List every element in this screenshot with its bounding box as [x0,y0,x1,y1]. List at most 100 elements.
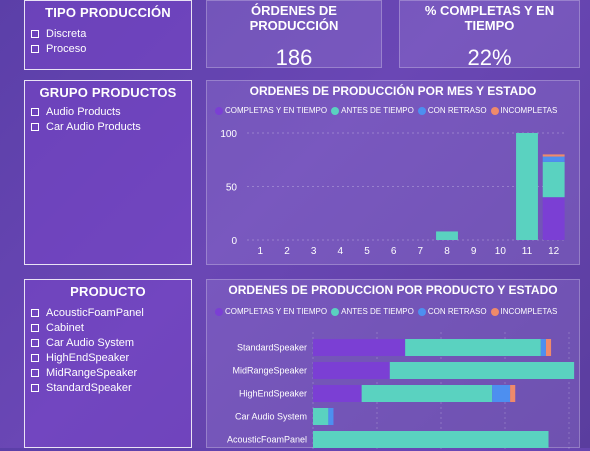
bar-segment [313,385,362,402]
slicer-tipo-produccion: TIPO PRODUCCIÓN Discreta Proceso [24,0,192,70]
slicer-option-label: Car Audio System [46,336,135,349]
slicer-option-standardspeaker[interactable]: StandardSpeaker [31,380,191,395]
legend-dot [490,106,499,115]
slicer-option-cabinet[interactable]: Cabinet [31,320,191,335]
x-tick-label: 12 [548,246,560,257]
slicer-title: TIPO PRODUCCIÓN [45,5,171,20]
bar-segment [516,133,538,240]
slicer-option-label: Proceso [46,42,87,55]
legend-label: CON RETRASO [427,106,487,115]
checkbox[interactable] [31,323,39,332]
bar-segment [510,385,516,402]
bar-segment [313,339,406,356]
legend-item[interactable]: COMPLETAS Y EN TIEMPO [215,106,327,115]
legend-label: COMPLETAS Y EN TIEMPO [225,307,328,316]
legend-dot [331,106,340,115]
y-category-label: Car Audio System [235,412,307,422]
legend-dot [215,106,223,115]
slicer-option-label: Cabinet [46,321,84,334]
slicer-option-car-audio-products[interactable]: Car Audio Products [31,119,191,134]
kpi-completas-card: % COMPLETAS Y EN TIEMPO 22% [399,0,580,70]
y-category-label: MidRangeSpeaker [232,366,307,376]
slicer-option-label: Discreta [46,27,87,40]
chart-card-product: ORDENES DE PRODUCCION POR PRODUCTO Y EST… [206,279,580,451]
legend-label: ANTES DE TIEMPO [341,106,414,115]
legend-item[interactable]: ANTES DE TIEMPO [331,106,414,115]
y-category-label: StandardSpeaker [237,343,307,353]
checkbox[interactable] [31,368,39,377]
checkbox[interactable] [31,107,39,116]
legend-item[interactable]: CON RETRASO [417,307,487,316]
bar-segment [389,362,575,379]
slicer-option-label: Car Audio Products [46,120,141,133]
slicer-option-discreta[interactable]: Discreta [31,26,191,41]
checkbox[interactable] [31,44,39,53]
bar-segment [542,154,565,157]
bar-segment [540,339,546,356]
bar-segment [405,339,541,356]
slicer-producto: PRODUCTO AcousticFoamPanel Cabinet Car A… [24,279,192,448]
slicer-title: PRODUCTO [70,284,146,299]
bar-segment [542,156,565,162]
kpi-ordenes-card: ÓRDENES DE PRODUCCIÓN 186 [206,0,382,70]
x-tick-label: 10 [495,246,507,257]
x-tick-label: 8 [444,246,450,257]
checkbox[interactable] [31,308,39,317]
kpi-value: 186 [275,45,313,70]
bar-segment [328,408,334,425]
checkbox[interactable] [31,29,39,38]
slicer-option-proceso[interactable]: Proceso [31,41,191,56]
slicer-option-highendspeaker[interactable]: HighEndSpeaker [31,350,191,365]
slicer-option-label: HighEndSpeaker [46,351,130,364]
y-tick-label: 100 [220,129,237,140]
bar-segment [542,161,565,198]
y-tick-label: 50 [226,183,238,194]
slicer-option-label: MidRangeSpeaker [46,366,138,379]
slicer-option-label: AcousticFoamPanel [46,306,144,319]
x-tick-label: 6 [391,246,397,257]
x-tick-label: 1 [258,246,264,257]
bar-segment [545,339,552,356]
legend-dot [417,106,426,115]
bar-segment [313,408,329,425]
legend-dot [490,307,499,316]
y-category-label: AcousticFoamPanel [227,435,307,445]
legend-item[interactable]: COMPLETAS Y EN TIEMPO [215,307,327,316]
legend-label: ANTES DE TIEMPO [341,307,414,316]
legend-label: INCOMPLETAS [500,106,558,115]
legend-item[interactable]: INCOMPLETAS [490,106,558,115]
slicer-option-label: StandardSpeaker [46,381,132,394]
slicer-option-acousticfoampanel[interactable]: AcousticFoamPanel [31,305,191,320]
bar-segment [436,231,458,240]
x-tick-label: 7 [418,246,424,257]
checkbox[interactable] [31,122,39,131]
slicer-option-midrangespeaker[interactable]: MidRangeSpeaker [31,365,191,380]
legend-label: COMPLETAS Y EN TIEMPO [225,106,328,115]
y-category-label: HighEndSpeaker [239,389,307,399]
chart-title: ORDENES DE PRODUCCIÓN POR MES Y ESTADO [249,84,537,98]
kpi-title: ÓRDENES DE PRODUCCIÓN [249,3,339,33]
slicer-option-audio-products[interactable]: Audio Products [31,104,191,119]
checkbox[interactable] [31,383,39,392]
chart-title: ORDENES DE PRODUCCION POR PRODUCTO Y EST… [228,283,558,297]
slicer-option-car-audio-system[interactable]: Car Audio System [31,335,191,350]
legend-label: CON RETRASO [427,307,487,316]
legend-dot [331,307,340,316]
legend-item[interactable]: CON RETRASO [417,106,487,115]
x-tick-label: 4 [338,246,344,257]
legend-item[interactable]: ANTES DE TIEMPO [331,307,414,316]
legend-dot [215,307,223,316]
chart-legend: COMPLETAS Y EN TIEMPO ANTES DE TIEMPO CO… [215,307,579,316]
legend-dot [417,307,426,316]
slicer-grupo-productos: GRUPO PRODUCTOS Audio Products Car Audio… [24,80,192,265]
slicer-title: GRUPO PRODUCTOS [39,85,177,100]
checkbox[interactable] [31,353,39,362]
bar-segment [313,362,390,379]
legend-item[interactable]: INCOMPLETAS [490,307,557,316]
checkbox[interactable] [31,338,39,347]
bar-segment [361,385,493,402]
y-tick-label: 0 [231,236,237,247]
kpi-title: % COMPLETAS Y EN TIEMPO [424,3,555,33]
bar-segment [492,385,511,402]
